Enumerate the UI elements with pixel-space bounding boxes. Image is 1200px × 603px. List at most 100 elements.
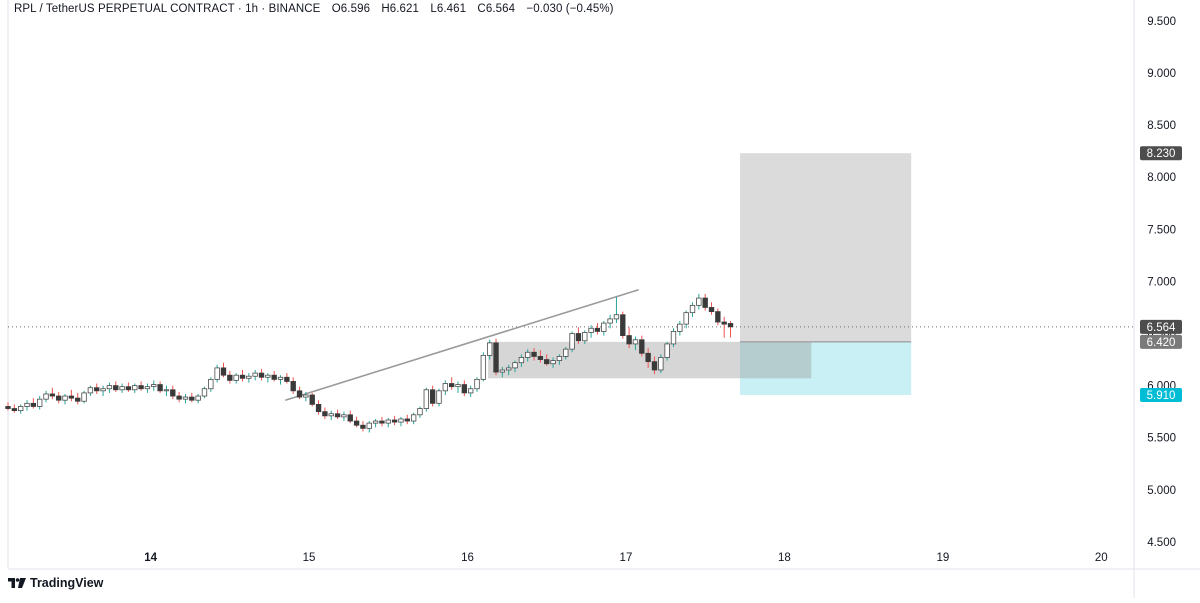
candle-body[interactable] <box>544 359 550 365</box>
candle-body[interactable] <box>404 418 410 422</box>
candle-body[interactable] <box>125 386 132 391</box>
candle-body[interactable] <box>366 422 372 429</box>
candle-body[interactable] <box>182 396 189 400</box>
candle-body[interactable] <box>531 351 537 357</box>
candle-body[interactable] <box>151 384 157 388</box>
candle-body[interactable] <box>265 374 271 378</box>
candle-body[interactable] <box>309 394 315 405</box>
candle-body[interactable] <box>448 383 455 388</box>
candle-body[interactable] <box>360 424 366 429</box>
candle-body[interactable] <box>100 388 106 392</box>
candle-body[interactable] <box>379 420 385 424</box>
candle-body[interactable] <box>37 398 43 407</box>
candle-body[interactable] <box>62 395 68 401</box>
candle-body[interactable] <box>556 356 563 362</box>
candle-body[interactable] <box>81 392 87 402</box>
candle-body[interactable] <box>208 378 214 390</box>
candle-body[interactable] <box>594 327 601 332</box>
candle-body[interactable] <box>24 402 30 407</box>
candle-body[interactable] <box>474 378 480 390</box>
candle-body[interactable] <box>353 420 360 426</box>
candle-body[interactable] <box>284 376 290 382</box>
candle-body[interactable] <box>30 402 37 407</box>
candle-body[interactable] <box>493 342 499 373</box>
price-tag[interactable] <box>1140 387 1182 402</box>
candle-body[interactable] <box>75 397 81 402</box>
candle-body[interactable] <box>569 333 575 350</box>
candle-body[interactable] <box>233 374 239 381</box>
candle-body[interactable] <box>727 323 734 328</box>
candle-body[interactable] <box>372 420 379 424</box>
candle-body[interactable] <box>227 374 233 381</box>
candle-body[interactable] <box>163 389 170 392</box>
candle-body[interactable] <box>683 312 689 325</box>
candle-body[interactable] <box>385 419 391 424</box>
price-tag[interactable] <box>1140 319 1182 334</box>
candle-body[interactable] <box>512 362 518 369</box>
candle-body[interactable] <box>94 387 100 392</box>
candle-body[interactable] <box>391 419 398 423</box>
candle-body[interactable] <box>144 386 151 390</box>
candle-body[interactable] <box>423 389 429 409</box>
candle-body[interactable] <box>436 390 442 404</box>
candle-body[interactable] <box>252 372 258 377</box>
candle-body[interactable] <box>239 374 246 379</box>
candle-body[interactable] <box>195 395 201 401</box>
candle-body[interactable] <box>677 323 683 332</box>
candle-body[interactable] <box>296 390 303 398</box>
candle-body[interactable] <box>645 352 651 363</box>
candle-body[interactable] <box>328 413 334 417</box>
candle-body[interactable] <box>467 388 474 394</box>
candle-body[interactable] <box>303 394 309 398</box>
candle-body[interactable] <box>670 331 677 345</box>
candle-body[interactable] <box>620 314 626 336</box>
candle-body[interactable] <box>189 396 195 401</box>
candle-body[interactable] <box>170 389 176 397</box>
candle-body[interactable] <box>487 342 493 356</box>
candle-body[interactable] <box>708 307 715 313</box>
tradingview-brand[interactable]: TradingView <box>8 576 103 590</box>
candle-body[interactable] <box>651 361 658 371</box>
candle-body[interactable] <box>138 385 144 390</box>
candle-body[interactable] <box>506 367 512 371</box>
target-zone[interactable] <box>740 153 912 342</box>
candle-body[interactable] <box>626 335 632 345</box>
trendline[interactable] <box>285 288 639 401</box>
candle-body[interactable] <box>106 385 113 390</box>
candle-body[interactable] <box>334 413 341 418</box>
candle-body[interactable] <box>201 388 208 397</box>
candle-body[interactable] <box>315 403 322 413</box>
candle-body[interactable] <box>113 385 119 391</box>
candle-body[interactable] <box>639 339 645 354</box>
candle-body[interactable] <box>658 357 664 371</box>
candle-body[interactable] <box>398 418 404 423</box>
candle-body[interactable] <box>347 414 353 422</box>
candle-body[interactable] <box>607 318 613 324</box>
candle-body[interactable] <box>119 386 125 391</box>
candle-body[interactable] <box>702 297 708 308</box>
candle-body[interactable] <box>132 385 138 391</box>
candle-body[interactable] <box>429 389 436 404</box>
candle-body[interactable] <box>11 408 18 412</box>
candle-body[interactable] <box>550 360 556 365</box>
candle-body[interactable] <box>417 408 423 416</box>
candle-body[interactable] <box>689 304 696 314</box>
candle-body[interactable] <box>290 381 296 392</box>
candle-body[interactable] <box>56 395 62 401</box>
candle-body[interactable] <box>588 327 594 333</box>
candle-body[interactable] <box>220 367 227 376</box>
candle-body[interactable] <box>499 369 506 373</box>
candle-body[interactable] <box>601 322 607 332</box>
candle-body[interactable] <box>455 384 461 388</box>
candle-body[interactable] <box>721 321 727 325</box>
plot-area[interactable] <box>8 0 1133 568</box>
candle-body[interactable] <box>176 395 182 400</box>
candle-body[interactable] <box>49 393 56 397</box>
candle-body[interactable] <box>17 406 24 412</box>
candle-body[interactable] <box>715 311 721 323</box>
candle-body[interactable] <box>575 333 582 342</box>
candle-body[interactable] <box>525 351 531 358</box>
candle-body[interactable] <box>632 339 639 345</box>
